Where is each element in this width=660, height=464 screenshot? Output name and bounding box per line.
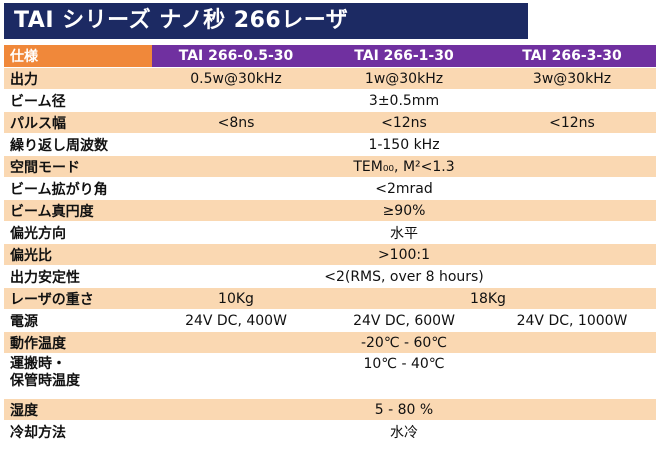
row-label: レーザの重さ [4,287,152,310]
cell-value: ≥90% [152,199,656,222]
table-row: 出力安定性 <2(RMS, over 8 hours) [4,265,656,288]
page-title: TAI シリーズ ナノ秒 266レーザ [4,3,528,39]
row-label: 出力 [4,67,152,90]
cell-value: 24V DC, 600W [320,309,488,332]
row-label: ビーム径 [4,89,152,112]
table-row: ビーム拡がり角 <2mrad [4,177,656,200]
row-label: 偏光方向 [4,221,152,244]
row-label: 繰り返し周波数 [4,133,152,156]
cell-value: 水平 [152,221,656,244]
row-label: 偏光比 [4,243,152,266]
cell-value: 3w@30kHz [488,67,656,90]
cell-value: 0.5w@30kHz [152,67,320,90]
table-row: 電源 24V DC, 400W 24V DC, 600W 24V DC, 100… [4,309,656,332]
header-model-3: TAI 266-3-30 [488,44,656,68]
cell-value: 24V DC, 400W [152,309,320,332]
row-label: パルス幅 [4,111,152,134]
cell-value: 5 - 80 % [152,398,656,421]
table-row: 運搬時・ 保管時温度 10℃ - 40℃ [4,353,656,399]
cell-value: 18Kg [320,287,656,310]
table-row: 冷却方法 水冷 [4,420,656,442]
cell-value: <12ns [320,111,488,134]
row-label: 出力安定性 [4,265,152,288]
table-row: ビーム径 3±0.5mm [4,89,656,112]
table-row: 繰り返し周波数 1-150 kHz [4,133,656,156]
row-label: ビーム真円度 [4,199,152,222]
cell-value: 1w@30kHz [320,67,488,90]
table-row: 湿度 5 - 80 % [4,398,656,421]
cell-value: 水冷 [152,420,656,442]
cell-value: 10℃ - 40℃ [152,353,656,399]
row-label-line: 保管時温度 [10,373,80,389]
cell-value: TEM₀₀, M²<1.3 [152,155,656,178]
table-row: 空間モード TEM₀₀, M²<1.3 [4,155,656,178]
cell-value: >100:1 [152,243,656,266]
row-label: 動作温度 [4,331,152,354]
table-row: 偏光比 >100:1 [4,243,656,266]
header-label: 仕様 [4,44,152,68]
header-model-1: TAI 266-0.5-30 [152,44,320,68]
header-row: 仕様 TAI 266-0.5-30 TAI 266-1-30 TAI 266-3… [4,44,656,68]
cell-value: 1-150 kHz [152,133,656,156]
header-model-2: TAI 266-1-30 [320,44,488,68]
cell-value: <2(RMS, over 8 hours) [152,265,656,288]
spec-table: 仕様 TAI 266-0.5-30 TAI 266-1-30 TAI 266-3… [4,44,656,442]
cell-value: 24V DC, 1000W [488,309,656,332]
table-row: レーザの重さ 10Kg 18Kg [4,287,656,310]
cell-value: 3±0.5mm [152,89,656,112]
cell-value: <12ns [488,111,656,134]
cell-value: 10Kg [152,287,320,310]
row-label: 冷却方法 [4,420,152,442]
cell-value: <8ns [152,111,320,134]
row-label: 運搬時・ 保管時温度 [4,353,152,399]
cell-value: -20℃ - 60℃ [152,331,656,354]
table-row: 動作温度 -20℃ - 60℃ [4,331,656,354]
row-label: 空間モード [4,155,152,178]
table-row: 偏光方向 水平 [4,221,656,244]
table-row: パルス幅 <8ns <12ns <12ns [4,111,656,134]
row-label: 電源 [4,309,152,332]
row-label: ビーム拡がり角 [4,177,152,200]
row-label-line: 運搬時・ [10,356,66,372]
table-row: 出力 0.5w@30kHz 1w@30kHz 3w@30kHz [4,67,656,90]
row-label: 湿度 [4,398,152,421]
cell-value: <2mrad [152,177,656,200]
table-row: ビーム真円度 ≥90% [4,199,656,222]
